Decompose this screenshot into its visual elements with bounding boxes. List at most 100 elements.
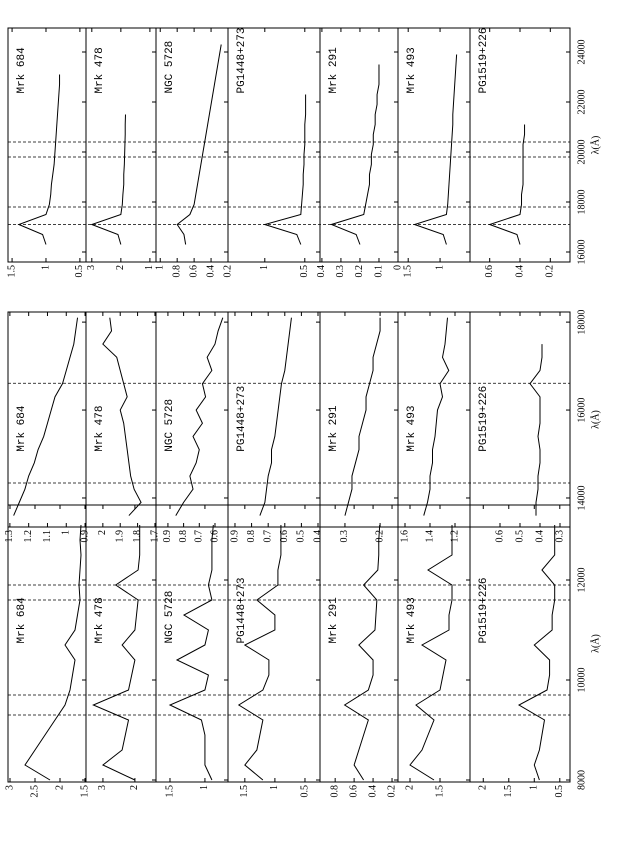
spectrum xyxy=(259,317,292,516)
y-tick-label: 0.5 xyxy=(554,785,565,798)
x-axis-label: λ(Å) xyxy=(589,410,601,429)
y-tick-label: 0 xyxy=(392,265,403,270)
y-tick-label: 2 xyxy=(478,785,489,790)
x-tick-label: 24000 xyxy=(576,40,587,65)
galaxy-name: Mrk 493 xyxy=(406,406,418,452)
y-tick-label: 0.5 xyxy=(296,530,307,543)
spectrum xyxy=(343,524,381,781)
panel-frame xyxy=(7,27,571,263)
y-tick-label: 1 xyxy=(40,265,51,270)
galaxy-name: PG1519+226 xyxy=(478,577,490,643)
y-tick-label: 0.1 xyxy=(373,265,384,278)
galaxy-name: PG1448+273 xyxy=(236,577,248,643)
spectrum xyxy=(17,74,61,245)
y-tick-label: 1.1 xyxy=(42,530,53,543)
y-tick-label: 1.5 xyxy=(402,265,413,278)
y-tick-label: 1.5 xyxy=(79,785,90,798)
y-tick-label: 1.9 xyxy=(115,530,126,543)
y-tick-label: 0.6 xyxy=(188,265,199,278)
spectrum xyxy=(412,54,458,245)
y-tick-label: 1.5 xyxy=(6,265,17,278)
y-tick-label: 1.7 xyxy=(149,530,160,543)
y-tick-label: 0.5 xyxy=(299,785,310,798)
y-tick-label: 1.2 xyxy=(23,530,34,543)
x-axis-label: λ(Å) xyxy=(589,136,601,155)
spectrum xyxy=(488,124,526,245)
y-tick-label: 1 xyxy=(144,265,155,270)
y-tick-label: 1.8 xyxy=(132,530,143,543)
spectrum xyxy=(423,317,450,516)
y-tick-label: 0.4 xyxy=(312,530,323,543)
galaxy-name: Mrk 493 xyxy=(406,597,418,643)
y-tick-label: 0.4 xyxy=(514,265,525,278)
y-tick-label: 1.4 xyxy=(424,530,435,543)
y-tick-label: 0.4 xyxy=(205,265,216,278)
galaxy-name: Mrk 478 xyxy=(94,597,106,643)
y-tick-label: 0.9 xyxy=(162,530,173,543)
spectrum xyxy=(90,114,126,245)
spectrum xyxy=(344,317,381,516)
y-tick-label: 0.5 xyxy=(74,265,85,278)
x-axis-label: λ(Å) xyxy=(589,634,601,653)
y-tick-label: 0.6 xyxy=(484,265,495,278)
x-tick-label: 16000 xyxy=(576,398,587,423)
x-tick-label: 20000 xyxy=(576,140,587,165)
y-tick-label: 0.2 xyxy=(374,530,385,543)
y-tick-label: 1 xyxy=(434,265,445,270)
y-tick-label: 3 xyxy=(97,785,108,790)
y-tick-label: 1 xyxy=(529,785,540,790)
x-tick-label: 18000 xyxy=(576,190,587,215)
y-tick-label: 0.2 xyxy=(545,265,556,278)
galaxy-name: NGC 5728 xyxy=(164,399,176,452)
galaxy-name: Mrk 478 xyxy=(94,406,106,452)
y-tick-label: 2 xyxy=(54,785,65,790)
y-tick-label: 0.4 xyxy=(534,530,545,543)
spectrum xyxy=(263,94,307,245)
galaxy-name: Mrk 684 xyxy=(16,405,28,452)
galaxy-name: NGC 5728 xyxy=(164,591,176,644)
y-tick-label: 1.5 xyxy=(503,785,514,798)
x-tick-label: 8000 xyxy=(576,770,587,790)
x-tick-label: 12000 xyxy=(576,568,587,593)
galaxy-name: Mrk 684 xyxy=(16,47,28,94)
y-tick-label: 3 xyxy=(4,785,15,790)
y-tick-label: 0.5 xyxy=(299,265,310,278)
y-tick-label: 0.8 xyxy=(178,530,189,543)
y-tick-label: 1 xyxy=(269,785,280,790)
y-tick-label: 1.5 xyxy=(239,785,250,798)
y-tick-label: 0.3 xyxy=(339,530,350,543)
galaxy-name: PG1519+226 xyxy=(478,386,490,452)
x-tick-label: 22000 xyxy=(576,90,587,115)
y-tick-label: 0.5 xyxy=(514,530,525,543)
galaxy-name: Mrk 684 xyxy=(16,597,28,644)
y-tick-label: 0.3 xyxy=(554,530,565,543)
y-tick-label: 0.8 xyxy=(171,265,182,278)
spectrum xyxy=(517,525,556,781)
y-tick-label: 2 xyxy=(97,530,108,535)
y-tick-label: 0.8 xyxy=(329,785,340,798)
y-tick-label: 0.3 xyxy=(335,265,346,278)
spectrum xyxy=(102,317,142,516)
spectrum xyxy=(237,525,282,781)
y-tick-label: 0.2 xyxy=(222,265,233,278)
spectrum xyxy=(24,524,82,781)
y-tick-label: 1 xyxy=(199,785,210,790)
y-tick-label: 1 xyxy=(155,265,166,270)
y-tick-label: 2 xyxy=(404,785,415,790)
y-tick-label: 0.4 xyxy=(367,785,378,798)
y-tick-label: 0.8 xyxy=(246,530,257,543)
panel-frame xyxy=(7,311,571,528)
galaxy-name: PG1448+273 xyxy=(236,28,248,94)
y-tick-label: 0.2 xyxy=(354,265,365,278)
spectrum xyxy=(409,525,453,781)
y-tick-label: 0.6 xyxy=(494,530,505,543)
galaxy-name: PG1519+226 xyxy=(478,28,490,94)
y-tick-label: 1 xyxy=(61,530,72,535)
y-tick-label: 0.7 xyxy=(262,530,273,543)
x-tick-label: 14000 xyxy=(576,485,587,510)
y-tick-label: 2 xyxy=(129,785,140,790)
x-tick-label: 18000 xyxy=(576,310,587,335)
y-tick-label: 3 xyxy=(86,265,97,270)
y-tick-label: 0.7 xyxy=(194,530,205,543)
galaxy-name: Mrk 291 xyxy=(328,597,340,644)
